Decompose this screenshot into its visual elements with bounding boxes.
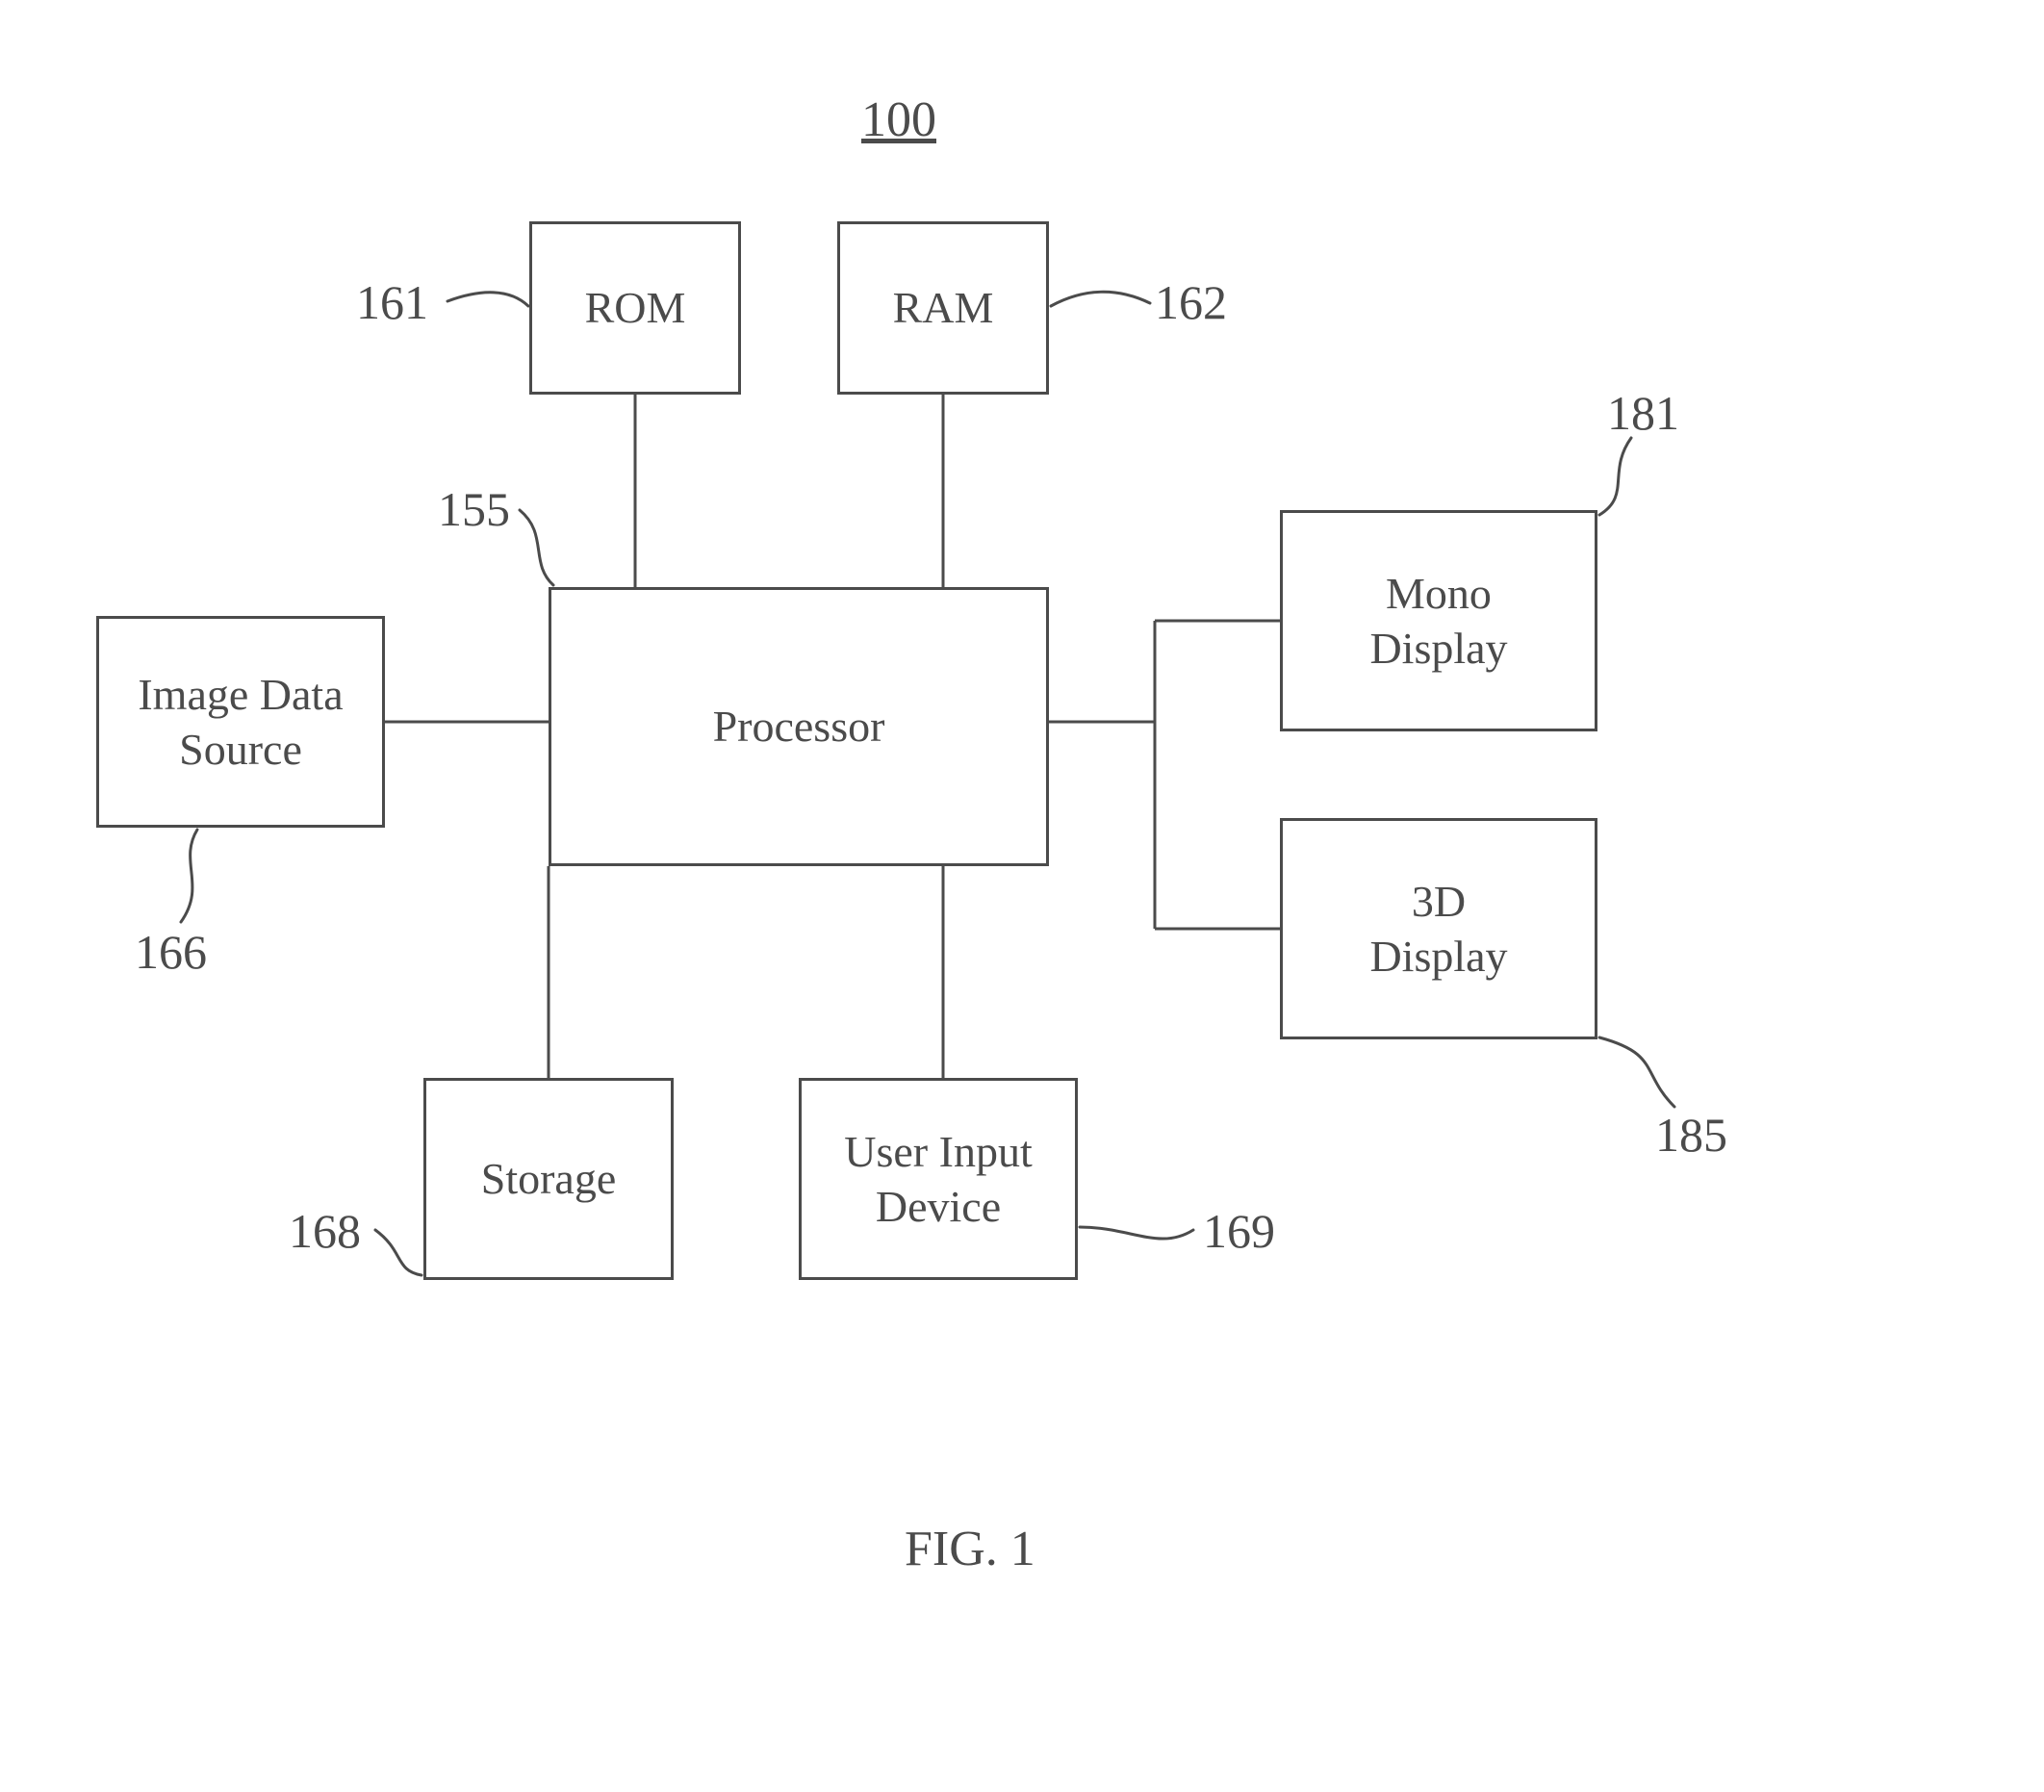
diagram-canvas: 100 ROM RAM Processor Image DataSource M… <box>0 0 2044 1792</box>
lead-185 <box>1599 1037 1674 1107</box>
node-storage: Storage <box>423 1078 674 1280</box>
node-processor: Processor <box>549 587 1049 866</box>
lead-166 <box>181 830 197 922</box>
lead-162 <box>1051 292 1150 306</box>
ref-label-168: 168 <box>289 1203 361 1259</box>
lead-181 <box>1599 438 1631 515</box>
ref-label-169: 169 <box>1203 1203 1275 1259</box>
ref-label-162: 162 <box>1155 274 1227 330</box>
figure-caption: FIG. 1 <box>905 1521 1035 1577</box>
ref-label-155: 155 <box>438 481 510 537</box>
node-image-data-source: Image DataSource <box>96 616 385 828</box>
node-ram: RAM <box>837 221 1049 395</box>
ref-label-181: 181 <box>1607 385 1679 441</box>
node-mono-display-label: MonoDisplay <box>1369 566 1507 677</box>
node-processor-label: Processor <box>713 699 885 755</box>
node-rom: ROM <box>529 221 741 395</box>
node-rom-label: ROM <box>585 280 686 336</box>
node-storage-label: Storage <box>481 1151 617 1207</box>
node-mono-display: MonoDisplay <box>1280 510 1597 731</box>
node-image-data-source-label: Image DataSource <box>138 667 343 778</box>
lead-155 <box>520 510 553 585</box>
ref-label-185: 185 <box>1655 1107 1727 1163</box>
ref-label-161: 161 <box>356 274 428 330</box>
node-3d-display: 3DDisplay <box>1280 818 1597 1039</box>
node-user-input-device: User InputDevice <box>799 1078 1078 1280</box>
node-ram-label: RAM <box>893 280 994 336</box>
lead-161 <box>447 293 528 306</box>
ref-label-166: 166 <box>135 924 207 980</box>
figure-number-title: 100 <box>861 91 936 148</box>
lead-168 <box>375 1230 422 1275</box>
lead-169 <box>1080 1227 1193 1239</box>
node-user-input-device-label: User InputDevice <box>844 1124 1032 1235</box>
node-3d-display-label: 3DDisplay <box>1369 874 1507 985</box>
